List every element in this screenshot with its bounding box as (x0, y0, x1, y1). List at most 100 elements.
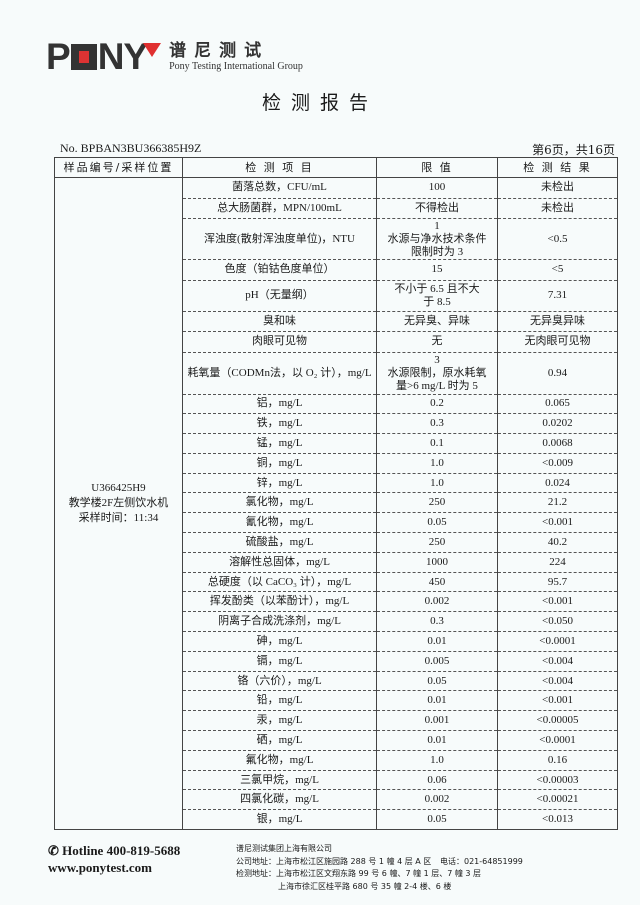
test-result: <0.0001 (497, 631, 618, 652)
table-header-row: 样品编号/采样位置 检 测 项 目 限 值 检 测 结 果 (54, 157, 618, 178)
test-item: 氰化物，mg/L (182, 512, 377, 534)
page-title: 检测报告 (261, 92, 378, 114)
test-result: <0.004 (497, 671, 618, 692)
brand-name-en: Pony Testing International Group (169, 61, 303, 72)
limit-value: 0.06 (376, 770, 498, 791)
test-result: 0.16 (497, 750, 618, 771)
table-row: 挥发酚类（以苯酚计），mg/L 0.002 <0.001 (55, 591, 618, 613)
limit-value: 0.001 (376, 710, 498, 732)
test-item: pH（无量纲） (182, 280, 377, 312)
header-result: 检 测 结 果 (497, 157, 618, 178)
test-result: 40.2 (497, 532, 618, 553)
test-item: 砷，mg/L (182, 631, 377, 652)
sample-info: U366425H9 教学楼2F左侧饮水机 采样时间：11:34 (54, 177, 183, 831)
limit-value: 0.05 (376, 671, 498, 692)
header-sample: 样品编号/采样位置 (54, 157, 183, 178)
limit-value: 0.002 (376, 591, 498, 613)
report-number: No. BPBAN3BU366385H9Z (60, 141, 202, 155)
test-result: 0.94 (497, 352, 618, 395)
test-item: 锌，mg/L (182, 473, 377, 494)
lab-address-2: 上海市徐汇区桂平路 680 号 35 幢 2-4 楼、6 楼 (278, 881, 452, 891)
limit-value: 不小于 6.5 且不大 于 8.5 (376, 280, 498, 312)
lab-address-1: 检测地址：上海市松江区文翔东路 99 号 6 幢、7 幢 1 层、7 幢 3 层 (236, 869, 482, 878)
test-result: 0.0068 (497, 433, 618, 454)
footer-phone: 电话：021-64851999 (440, 857, 523, 866)
table-row: 色度（铂钴色度单位） 15 <5 (55, 259, 618, 281)
table-row: 氯化物，mg/L 250 21.2 (55, 492, 618, 514)
test-item: 铬（六价），mg/L (182, 671, 377, 692)
logo-wordmark: P NY (46, 38, 162, 75)
test-result: 0.024 (497, 473, 618, 494)
table-row: U366425H9 教学楼2F左侧饮水机 采样时间：11:34 菌落总数，CFU/… (54, 177, 618, 831)
test-result: <0.001 (497, 591, 618, 613)
test-result: <0.013 (497, 809, 618, 831)
table-row: 耗氧量（CODMn法，以 O₂ 计），mg/L 3 水源限制，原水耗氧 量>6 m… (55, 352, 618, 395)
limit-value: 3 水源限制，原水耗氧 量>6 mg/L 时为 5 (376, 352, 498, 395)
table-row: 硫酸盐，mg/L 250 40.2 (55, 532, 618, 553)
table-row: 氰化物，mg/L 0.05 <0.001 (55, 512, 618, 534)
test-result: <0.004 (497, 651, 618, 672)
limit-value: 无 (376, 331, 498, 353)
test-item: 银，mg/L (182, 809, 377, 831)
test-item: 菌落总数，CFU/mL (182, 177, 377, 199)
test-result: <0.5 (497, 218, 618, 260)
limit-value: 0.3 (376, 413, 498, 435)
limit-value: 无异臭、异味 (376, 311, 498, 332)
limit-value: 不得检出 (376, 198, 498, 219)
logo-triangle-icon (143, 42, 162, 57)
test-item: 氯化物，mg/L (182, 492, 377, 514)
table-row: 铜，mg/L 1.0 <0.009 (55, 453, 618, 474)
test-result: <0.00005 (497, 710, 618, 732)
test-item: 溶解性总固体，mg/L (182, 552, 377, 573)
test-result: <5 (497, 259, 618, 281)
test-item: 铁，mg/L (182, 413, 377, 435)
test-result: 7.31 (497, 280, 618, 312)
test-item: 阴离子合成洗涤剂，mg/L (182, 611, 377, 633)
test-item: 锰，mg/L (182, 433, 377, 454)
header-limit: 限 值 (376, 157, 498, 178)
test-item: 挥发酚类（以苯酚计），mg/L (182, 591, 377, 613)
test-item: 氟化物，mg/L (182, 750, 377, 771)
table-row: 肉眼可见物无无肉眼可见物 (55, 331, 618, 353)
table-row: 三氯甲烷，mg/L 0.06 <0.00003 (55, 770, 618, 791)
test-item: 汞，mg/L (182, 710, 377, 732)
header-item: 检 测 项 目 (182, 157, 377, 178)
table-row: 硒，mg/L 0.01 <0.0001 (55, 730, 618, 751)
table-row: 浑浊度(散射浑浊度单位)，NTU 1 水源与净水技术条件 限制时为 3 <0.5 (55, 218, 618, 260)
test-result: 未检出 (497, 177, 618, 199)
test-result: 未检出 (497, 198, 618, 219)
limit-value: 100 (376, 177, 498, 199)
limit-value: 0.05 (376, 809, 498, 831)
test-result: <0.0001 (497, 730, 618, 751)
table-row: 溶解性总固体，mg/L 1000 224 (55, 552, 618, 573)
limit-value: 0.3 (376, 611, 498, 633)
table-row: 银，mg/L 0.05 <0.013 (55, 809, 618, 831)
company-name: 谱尼测试集团上海有限公司 (236, 844, 332, 853)
test-result: 224 (497, 552, 618, 573)
test-item: 肉眼可见物 (182, 331, 377, 353)
test-result: <0.001 (497, 512, 618, 534)
table-row: 铬（六价），mg/L 0.05 <0.004 (55, 671, 618, 692)
table-row: 砷，mg/L 0.01 <0.0001 (55, 631, 618, 652)
test-result: 21.2 (497, 492, 618, 514)
limit-value: 0.1 (376, 433, 498, 454)
table-row: 阴离子合成洗涤剂，mg/L 0.3 <0.050 (55, 611, 618, 633)
hotline: Hotline 400-819-5688 (62, 843, 181, 858)
test-result: 95.7 (497, 572, 618, 593)
company-address: 公司地址：上海市松江区施园路 288 号 1 幢 4 层 A 区 (236, 856, 432, 866)
limit-value: 1000 (376, 552, 498, 573)
limit-value: 0.05 (376, 512, 498, 534)
footer-addresses: 谱尼测试集团上海有限公司 公司地址：上海市松江区施园路 288 号 1 幢 4 … (236, 843, 481, 893)
results-table: 样品编号/采样位置 检 测 项 目 限 值 检 测 结 果 U366425H9 … (54, 157, 618, 831)
test-result: <0.050 (497, 611, 618, 633)
test-result: 无肉眼可见物 (497, 331, 618, 353)
table-row: 氟化物，mg/L 1.0 0.16 (55, 750, 618, 771)
page-number: 第6页，共16页 (532, 143, 615, 157)
table-row: 铅，mg/L 0.01 <0.001 (55, 690, 618, 712)
limit-value: 250 (376, 492, 498, 514)
test-item: 镉，mg/L (182, 651, 377, 672)
table-row: 铝，mg/L 0.2 0.065 (55, 394, 618, 415)
test-item: 三氯甲烷，mg/L (182, 770, 377, 791)
website-link[interactable]: www.ponytest.com (48, 860, 152, 875)
limit-value: 450 (376, 572, 498, 593)
